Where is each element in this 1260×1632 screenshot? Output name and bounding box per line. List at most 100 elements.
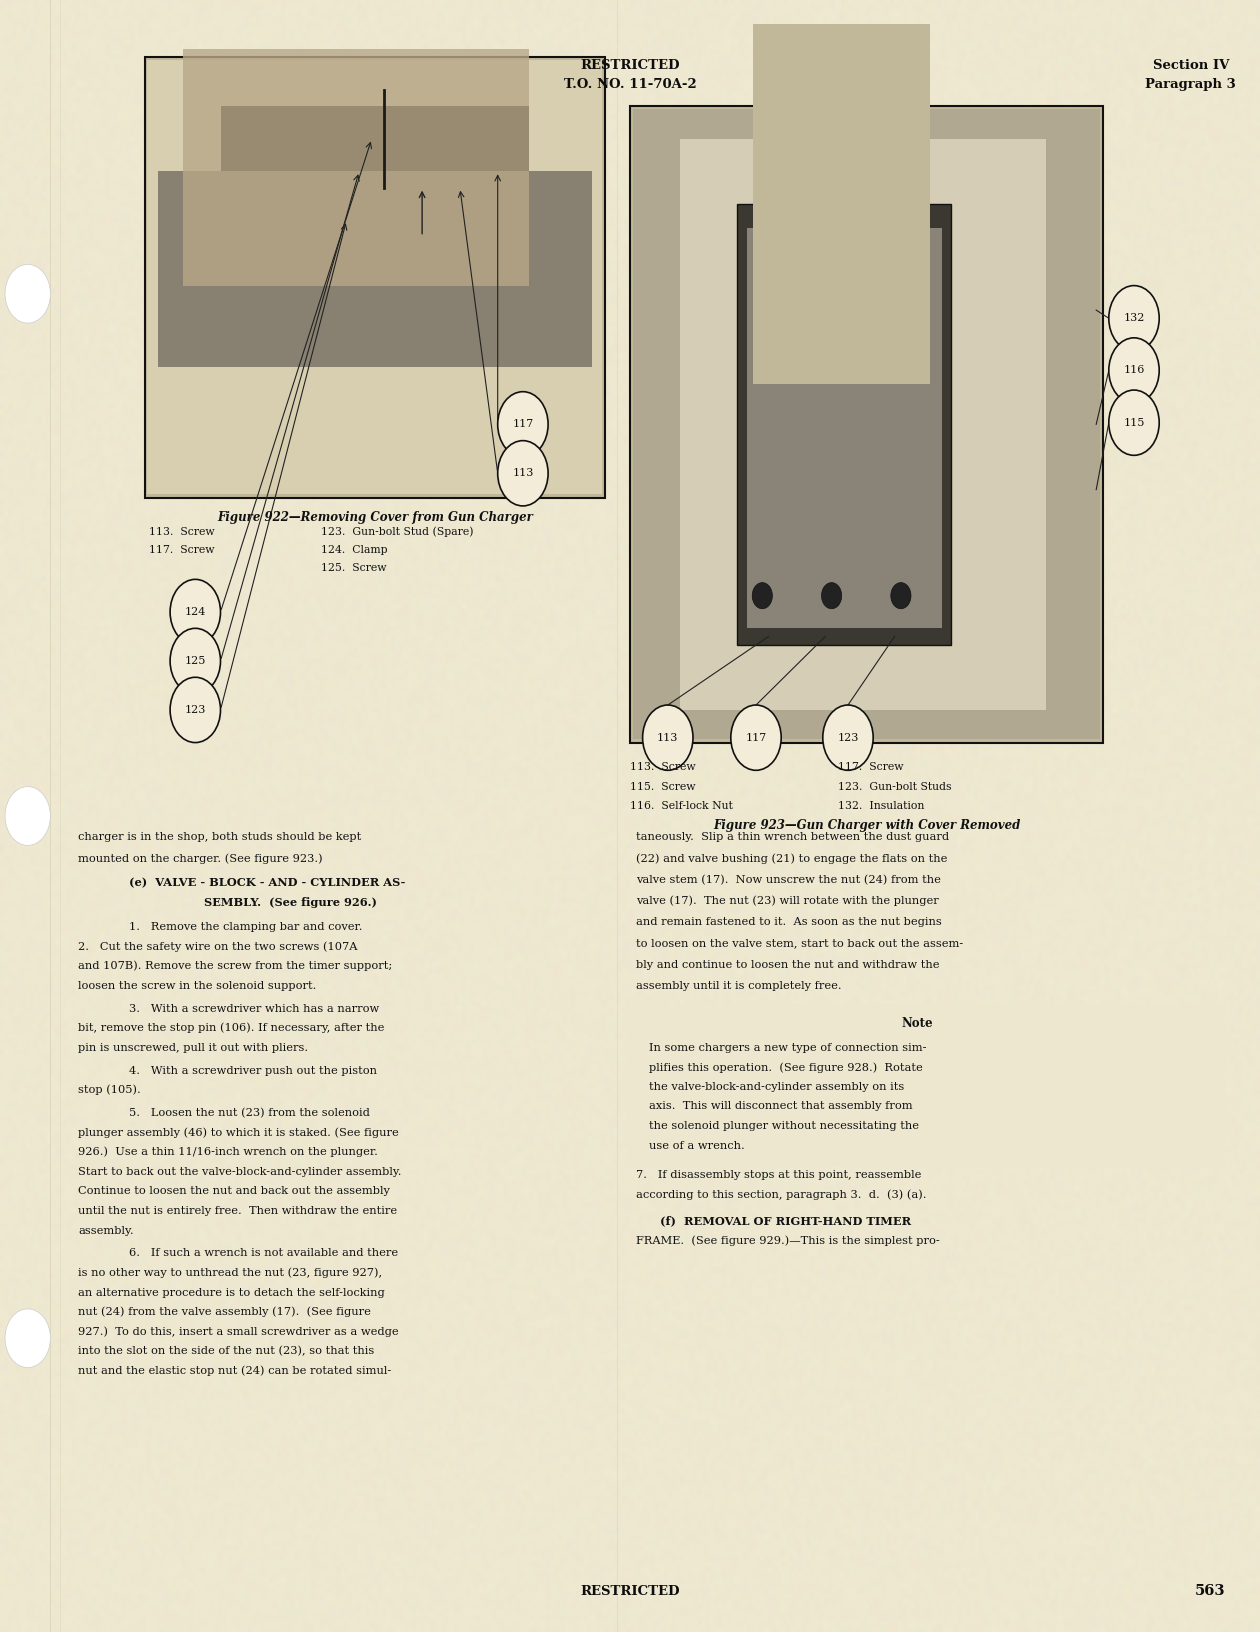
Text: 563: 563 (1194, 1585, 1225, 1598)
Text: until the nut is entirely free.  Then withdraw the entire: until the nut is entirely free. Then wit… (78, 1206, 397, 1216)
Text: In some chargers a new type of connection sim-: In some chargers a new type of connectio… (649, 1043, 926, 1053)
Text: 5.   Loosen the nut (23) from the solenoid: 5. Loosen the nut (23) from the solenoid (129, 1108, 369, 1118)
Text: 3.   With a screwdriver which has a narrow: 3. With a screwdriver which has a narrow (129, 1004, 379, 1013)
Bar (145, 57, 605, 498)
Text: 4.   With a screwdriver push out the piston: 4. With a screwdriver push out the pisto… (129, 1066, 377, 1075)
Circle shape (891, 583, 911, 609)
Bar (753, 24, 930, 384)
Text: 116.  Self-lock Nut: 116. Self-lock Nut (630, 801, 733, 811)
Circle shape (170, 579, 220, 645)
Text: nut and the elastic stop nut (24) can be rotated simul-: nut and the elastic stop nut (24) can be… (78, 1366, 392, 1376)
Bar (737, 204, 951, 645)
Text: Continue to loosen the nut and back out the assembly: Continue to loosen the nut and back out … (78, 1186, 391, 1196)
Text: SEMBLY.  (See figure 926.): SEMBLY. (See figure 926.) (204, 898, 377, 907)
Text: stop (105).: stop (105). (78, 1085, 141, 1095)
Text: 115: 115 (1124, 418, 1144, 428)
Text: 113: 113 (513, 468, 533, 478)
Text: plifies this operation.  (See figure 928.)  Rotate: plifies this operation. (See figure 928.… (649, 1062, 922, 1072)
Text: plunger assembly (46) to which it is staked. (See figure: plunger assembly (46) to which it is sta… (78, 1128, 399, 1138)
Text: to loosen on the valve stem, start to back out the assem-: to loosen on the valve stem, start to ba… (636, 938, 964, 948)
Text: assembly until it is completely free.: assembly until it is completely free. (636, 981, 842, 991)
Text: charger is in the shop, both studs should be kept: charger is in the shop, both studs shoul… (78, 832, 362, 842)
Bar (630, 106, 1102, 743)
Text: according to this section, paragraph 3.  d.  (3) (a).: according to this section, paragraph 3. … (636, 1190, 927, 1200)
Text: nut (24) from the valve assembly (17).  (See figure: nut (24) from the valve assembly (17). (… (78, 1307, 370, 1317)
Text: 116: 116 (1124, 366, 1144, 375)
Text: 113: 113 (658, 733, 678, 743)
Text: 123.  Gun-bolt Stud (Spare): 123. Gun-bolt Stud (Spare) (321, 527, 474, 537)
Text: (e)  VALVE - BLOCK - AND - CYLINDER AS-: (e) VALVE - BLOCK - AND - CYLINDER AS- (129, 878, 404, 888)
Text: 117.  Screw: 117. Screw (838, 762, 903, 772)
Text: loosen the screw in the solenoid support.: loosen the screw in the solenoid support… (78, 981, 316, 991)
Text: assembly.: assembly. (78, 1226, 134, 1235)
Text: 132: 132 (1124, 313, 1144, 323)
Text: 124.  Clamp: 124. Clamp (321, 545, 388, 555)
Text: axis.  This will disconnect that assembly from: axis. This will disconnect that assembly… (649, 1102, 912, 1111)
Circle shape (170, 677, 220, 743)
Circle shape (731, 705, 781, 770)
Text: 7.   If disassembly stops at this point, reassemble: 7. If disassembly stops at this point, r… (636, 1170, 921, 1180)
Text: 123.  Gun-bolt Studs: 123. Gun-bolt Studs (838, 782, 951, 792)
Text: taneously.  Slip a thin wrench between the dust guard: taneously. Slip a thin wrench between th… (636, 832, 950, 842)
Circle shape (498, 392, 548, 457)
Bar (158, 171, 592, 367)
Bar (147, 60, 602, 494)
Circle shape (498, 441, 548, 506)
Text: 6.   If such a wrench is not available and there: 6. If such a wrench is not available and… (129, 1248, 398, 1258)
Text: 123: 123 (838, 733, 858, 743)
Bar (680, 139, 1046, 710)
Text: FRAME.  (See figure 929.)—This is the simplest pro-: FRAME. (See figure 929.)—This is the sim… (636, 1235, 940, 1245)
Text: is no other way to unthread the nut (23, figure 927),: is no other way to unthread the nut (23,… (78, 1268, 382, 1278)
Bar (747, 228, 942, 628)
Text: bit, remove the stop pin (106). If necessary, after the: bit, remove the stop pin (106). If neces… (78, 1023, 384, 1033)
Text: Figure 922—Removing Cover from Gun Charger: Figure 922—Removing Cover from Gun Charg… (218, 511, 533, 524)
Circle shape (170, 628, 220, 694)
Text: 927.)  To do this, insert a small screwdriver as a wedge: 927.) To do this, insert a small screwdr… (78, 1327, 398, 1337)
Text: Note: Note (901, 1017, 934, 1030)
Bar (220, 106, 529, 204)
Text: 123: 123 (185, 705, 205, 715)
Text: 113.  Screw: 113. Screw (149, 527, 214, 537)
Bar (769, 139, 920, 220)
Text: 926.)  Use a thin 11/16-inch wrench on the plunger.: 926.) Use a thin 11/16-inch wrench on th… (78, 1147, 378, 1157)
Text: (22) and valve bushing (21) to engage the flats on the: (22) and valve bushing (21) to engage th… (636, 854, 948, 863)
Text: mounted on the charger. (See figure 923.): mounted on the charger. (See figure 923.… (78, 854, 323, 863)
Text: 117.  Screw: 117. Screw (149, 545, 214, 555)
Text: an alternative procedure is to detach the self-locking: an alternative procedure is to detach th… (78, 1288, 384, 1297)
Text: (f)  REMOVAL OF RIGHT-HAND TIMER: (f) REMOVAL OF RIGHT-HAND TIMER (636, 1216, 911, 1226)
Text: Start to back out the valve-block-and-cylinder assembly.: Start to back out the valve-block-and-cy… (78, 1167, 402, 1177)
Circle shape (5, 264, 50, 323)
Circle shape (5, 1309, 50, 1368)
Text: the solenoid plunger without necessitating the: the solenoid plunger without necessitati… (649, 1121, 919, 1131)
Bar (633, 109, 1100, 739)
Text: 132.  Insulation: 132. Insulation (838, 801, 925, 811)
Text: 125.  Screw: 125. Screw (321, 563, 387, 573)
Circle shape (1109, 390, 1159, 455)
Circle shape (5, 787, 50, 845)
Text: Figure 923—Gun Charger with Cover Removed: Figure 923—Gun Charger with Cover Remove… (713, 819, 1021, 832)
Text: and 107B). Remove the screw from the timer support;: and 107B). Remove the screw from the tim… (78, 961, 392, 971)
Text: Paragraph 3: Paragraph 3 (1145, 78, 1236, 91)
Text: use of a wrench.: use of a wrench. (649, 1141, 745, 1151)
Text: 117: 117 (513, 419, 533, 429)
Text: and remain fastened to it.  As soon as the nut begins: and remain fastened to it. As soon as th… (636, 917, 942, 927)
Text: 113.  Screw: 113. Screw (630, 762, 696, 772)
Text: 1.   Remove the clamping bar and cover.: 1. Remove the clamping bar and cover. (129, 922, 362, 932)
FancyBboxPatch shape (626, 1004, 1226, 1167)
Circle shape (1109, 286, 1159, 351)
Text: Section IV: Section IV (1153, 59, 1228, 72)
Text: RESTRICTED: RESTRICTED (581, 59, 679, 72)
Circle shape (752, 583, 772, 609)
Text: 124: 124 (185, 607, 205, 617)
Text: 2.   Cut the safety wire on the two screws (107A: 2. Cut the safety wire on the two screws… (78, 942, 358, 951)
Circle shape (822, 583, 842, 609)
Circle shape (823, 705, 873, 770)
Text: T.O. NO. 11-70A-2: T.O. NO. 11-70A-2 (563, 78, 697, 91)
Text: valve (17).  The nut (23) will rotate with the plunger: valve (17). The nut (23) will rotate wit… (636, 896, 939, 906)
Bar (183, 49, 529, 286)
Text: valve stem (17).  Now unscrew the nut (24) from the: valve stem (17). Now unscrew the nut (24… (636, 875, 941, 885)
Text: into the slot on the side of the nut (23), so that this: into the slot on the side of the nut (23… (78, 1346, 374, 1356)
Text: bly and continue to loosen the nut and withdraw the: bly and continue to loosen the nut and w… (636, 960, 940, 969)
Text: the valve-block-and-cylinder assembly on its: the valve-block-and-cylinder assembly on… (649, 1082, 905, 1092)
Circle shape (643, 705, 693, 770)
